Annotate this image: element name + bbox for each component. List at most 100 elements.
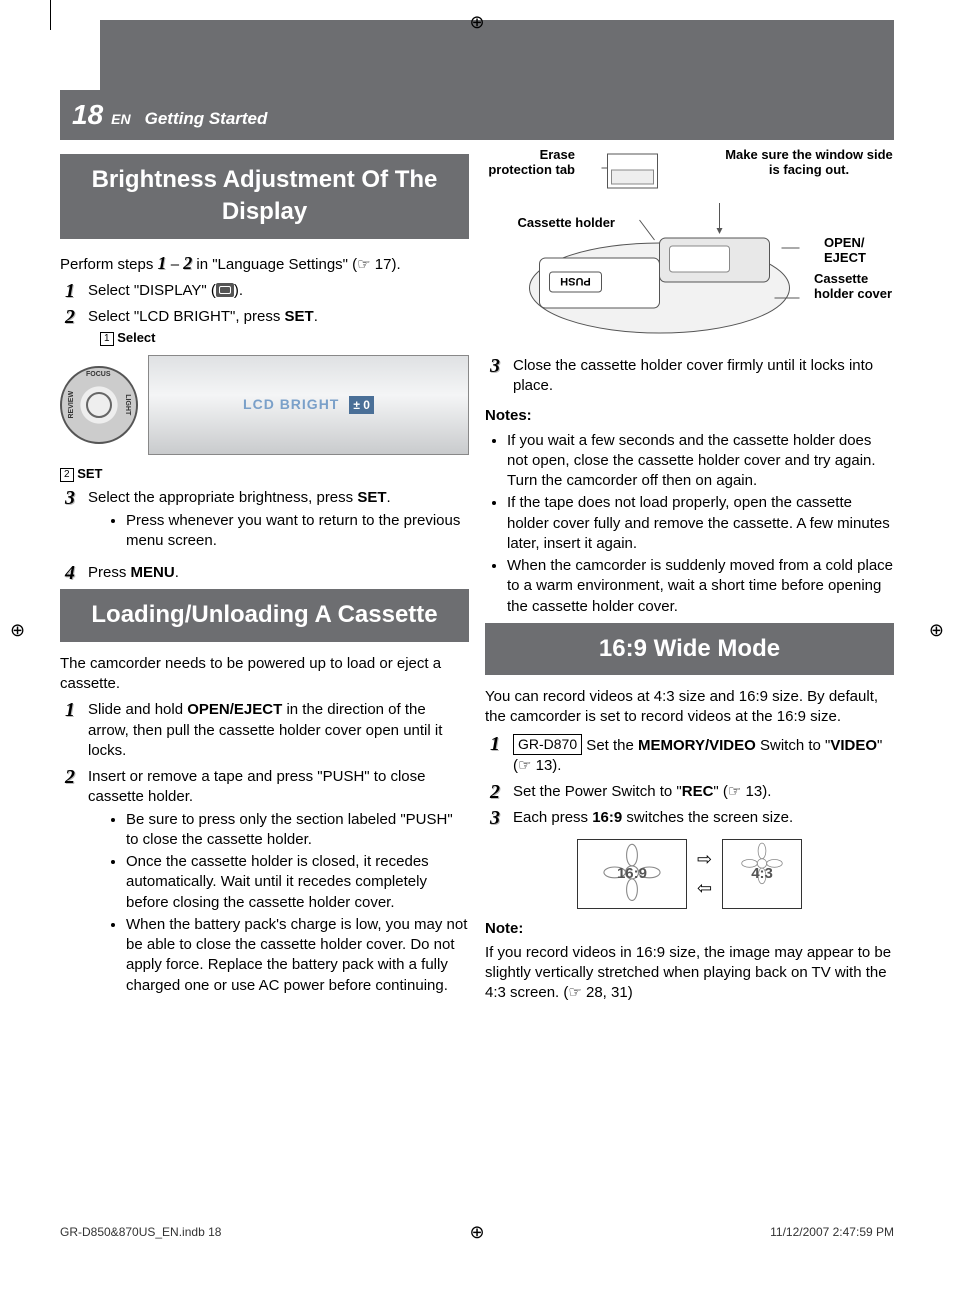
label-open-eject: OPEN/ EJECT [824,236,894,266]
brightness-figure: 1 Select FOCUS REVIEW LIGHT LCD BRIGHT ±… [60,329,469,482]
text: . [175,564,179,581]
text: " (☞ 13). [713,783,771,800]
step-number: 1 [60,700,80,761]
step-body: Select "DISPLAY" (). [88,281,469,301]
text-bold: VIDEO [830,737,877,754]
breadcrumb: Getting Started [145,108,268,131]
step-body: Set the Power Switch to "REC" (☞ 13). [513,782,894,802]
ratio-4-3-box: 4:3 [722,839,802,909]
step-number: 3 [60,488,80,557]
text: Select "LCD BRIGHT", press [88,308,285,325]
footer-file: GR-D850&870US_EN.indb 18 [60,1224,221,1240]
step-body: Insert or remove a tape and press "PUSH"… [88,767,469,1002]
note-text: If you record videos in 16:9 size, the i… [485,943,894,1004]
bullet: Press whenever you want to return to the… [126,511,469,552]
step-number: 3 [485,808,505,828]
aspect-ratio-figure: 16:9 ⇨ ⇦ 4:3 [485,839,894,909]
ratio-16-9-box: 16:9 [577,839,687,909]
text: Slide and hold [88,701,187,718]
step-body: Slide and hold OPEN/EJECT in the directi… [88,700,469,761]
text: Select the appropriate brightness, press [88,489,357,506]
text: in "Language Settings" (☞ 17). [192,256,400,273]
text-bold: REC [682,783,714,800]
model-badge: GR-D870 [513,734,582,755]
ratio-label: 16:9 [617,864,647,884]
text-bold: SET [357,489,386,506]
text: Press [88,564,131,581]
footer-timestamp: 11/12/2007 2:47:59 PM [770,1224,894,1240]
text: Switch to " [756,737,831,754]
callout-box: 1 [100,332,114,346]
page-header: 18 EN Getting Started [60,90,894,140]
step-number: 1 [485,734,505,777]
text: . [387,489,391,506]
text-bold: 16:9 [592,809,622,826]
top-grey-bar [100,20,894,90]
bullet: When the battery pack's charge is low, y… [126,915,469,996]
lcd-bright-panel: LCD BRIGHT ± 0 [148,355,469,455]
text-bold: SET [285,308,314,325]
ratio-label: 4:3 [751,864,773,884]
load-step-1: 1 Slide and hold OPEN/EJECT in the direc… [60,700,469,761]
page-lang: EN [111,110,130,129]
display-icon [216,283,234,297]
text: Perform steps [60,256,158,273]
text: . [314,308,318,325]
note-item: If the tape does not load properly, open… [507,493,894,554]
step-body: Press MENU. [88,563,469,583]
step-body: Select the appropriate brightness, press… [88,488,469,557]
crop-mark [50,0,51,30]
step-2: 2 Select "LCD BRIGHT", press SET. [60,307,469,327]
intro-text: You can record videos at 4:3 size and 16… [485,687,894,728]
left-column: Brightness Adjustment Of The Display Per… [60,148,469,1008]
text: Each press [513,809,592,826]
control-dial-icon: FOCUS REVIEW LIGHT [60,366,138,444]
step-number: 2 [485,782,505,802]
step-number: 2 [60,307,80,327]
step-3: 3 Select the appropriate brightness, pre… [60,488,469,557]
load-step-3: 3 Close the cassette holder cover firmly… [485,356,894,397]
right-column: Erase protection tab Cassette holder Mak… [485,148,894,1008]
cassette-diagram: Erase protection tab Cassette holder Mak… [485,148,894,348]
callout-label: SET [77,466,102,481]
registration-mark-icon: ⊕ [469,10,484,34]
label-window-side: Make sure the window side is facing out. [724,148,894,178]
lcd-label: LCD BRIGHT [243,395,339,414]
step-number: 1 [60,281,80,301]
section-cassette-heading: Loading/Unloading A Cassette [60,589,469,641]
step-number: 2 [60,767,80,1002]
label-erase-tab: Erase protection tab [485,148,575,178]
intro-text: The camcorder needs to be powered up to … [60,654,469,695]
text: switches the screen size. [622,809,793,826]
notes-heading: Notes: [485,406,894,426]
text: ). [234,282,243,299]
wide-step-2: 2 Set the Power Switch to "REC" (☞ 13). [485,782,894,802]
text: Set the Power Switch to " [513,783,682,800]
arrow-icons: ⇨ ⇦ [697,847,712,900]
columns: Brightness Adjustment Of The Display Per… [60,148,894,1008]
step-ref-2: 2 [183,253,192,273]
step-4: 4 Press MENU. [60,563,469,583]
wide-step-1: 1 GR-D870 Set the MEMORY/VIDEO Switch to… [485,734,894,777]
note-heading: Note: [485,919,894,939]
section-brightness-heading: Brightness Adjustment Of The Display [60,154,469,239]
callout-label: Select [117,330,155,345]
step-body: Close the cassette holder cover firmly u… [513,356,894,397]
arrow-left-icon: ⇦ [697,876,712,900]
step-body: GR-D870 Set the MEMORY/VIDEO Switch to "… [513,734,894,777]
page-footer: GR-D850&870US_EN.indb 18 11/12/2007 2:47… [60,1224,894,1240]
label-holder-cover: Cassette holder cover [814,272,894,302]
page: ⊕ ⊕ ⊕ ⊕ 18 EN Getting Started Brightness… [0,0,954,1260]
step-number: 3 [485,356,505,397]
step-number: 4 [60,563,80,583]
note-item: If you wait a few seconds and the casset… [507,431,894,492]
bullet: Once the cassette holder is closed, it r… [126,852,469,913]
wide-step-3: 3 Each press 16:9 switches the screen si… [485,808,894,828]
step-ref-1: 1 [158,253,167,273]
text: Set the [582,737,638,754]
step-body: Each press 16:9 switches the screen size… [513,808,894,828]
bullet: Be sure to press only the section labele… [126,810,469,851]
text-bold: MEMORY/VIDEO [638,737,756,754]
lcd-value: ± 0 [349,396,374,414]
text-bold: OPEN/EJECT [187,701,282,718]
